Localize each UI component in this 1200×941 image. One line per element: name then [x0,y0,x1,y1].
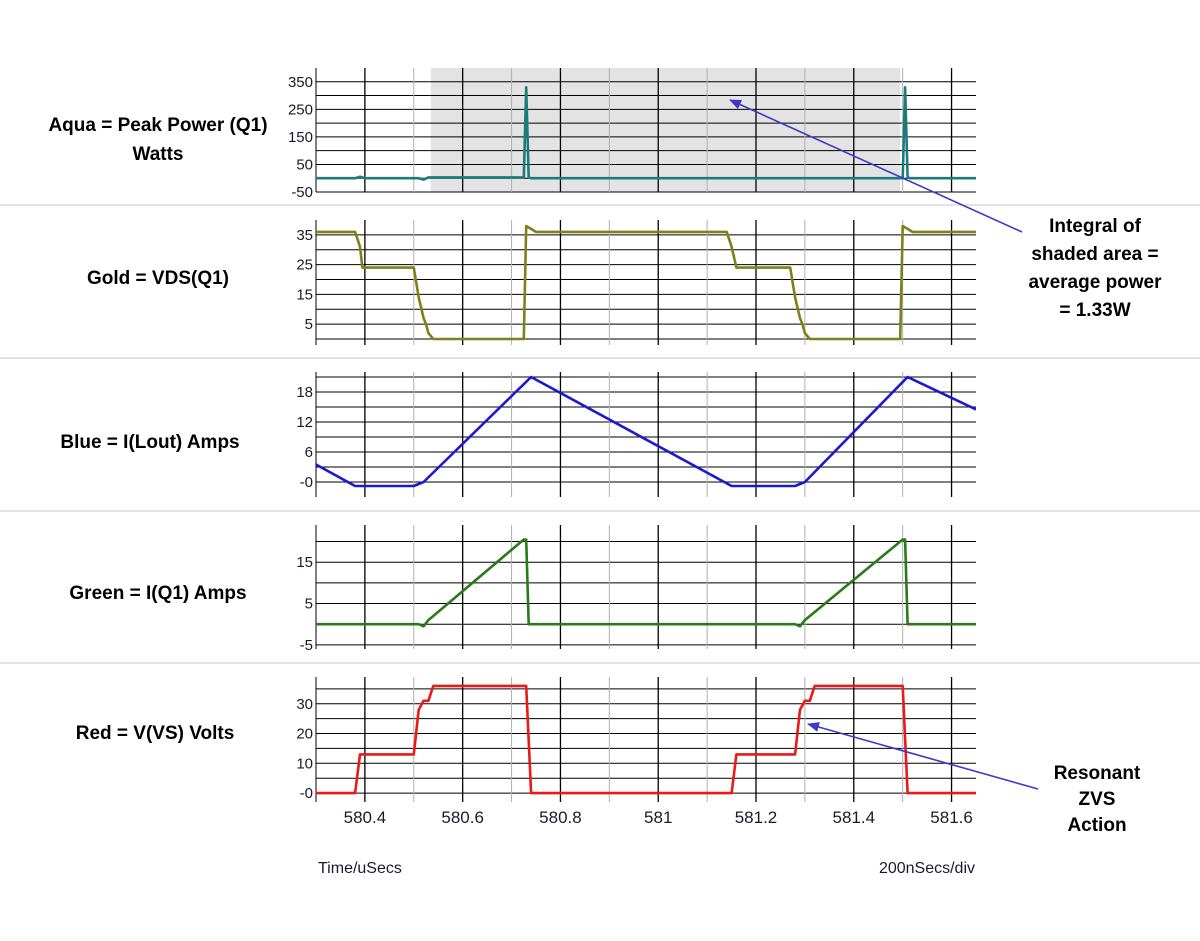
x-tick-label: 580.8 [539,808,582,827]
y-tick-label: 250 [288,101,313,118]
series-line-panel-5 [316,684,976,795]
panel-1: 350 250 150 50 -50 Aqua = Peak Power (Q1) Watt… [48,68,976,201]
y-tick-label: 150 [288,129,313,146]
series-line-panel-2 [316,224,976,341]
annotation-arrow [729,99,1023,233]
y-tick-label: 5 [305,316,313,333]
timebase-label: 200nSecs/div [879,860,975,877]
panel-5: 30 20 10 -0 Red = V(VS) Volts [76,677,976,802]
panel-label: Watts [132,144,183,165]
series-line-panel-4 [316,538,976,628]
y-tick-label: -0 [300,474,313,491]
y-tick-label: 20 [296,726,313,743]
y-tick-label: 30 [296,696,313,713]
annotation-text: average power [1028,272,1162,293]
panel-2: 35 25 15 5 Gold = VDS(Q1) [87,220,976,345]
panel-label: Aqua = Peak Power (Q1) [48,115,267,136]
y-tick-label: 10 [296,755,313,772]
y-tick-label: 15 [296,286,313,303]
series-line-panel-1 [316,86,976,181]
x-tick-label: 581.2 [735,808,778,827]
annotation-text: Resonant [1054,763,1141,784]
y-tick-label: 350 [288,74,313,91]
series-line-panel-3 [316,375,976,488]
y-tick-label: 50 [296,156,313,173]
y-tick-label: 18 [296,384,313,401]
x-tick-label: 580.6 [441,808,484,827]
annotation-arrow [807,722,1039,790]
y-tick-label: 25 [296,257,313,274]
panel-label: Gold = VDS(Q1) [87,268,229,289]
annotation-text: shaded area = [1031,244,1158,265]
y-tick-label: 5 [305,596,313,613]
annotation-text: ZVS [1079,789,1116,810]
panel-3: 18 12 6 -0 Blue = I(Lout) Amps [60,372,976,497]
x-tick-label: 581.4 [833,808,876,827]
panel-label: Green = I(Q1) Amps [69,583,246,604]
panel-label: Blue = I(Lout) Amps [60,432,239,453]
y-tick-label: 35 [296,227,313,244]
y-tick-label: 6 [305,444,313,461]
shaded-area [430,68,901,192]
panel-4: 15 5 -5 Green = I(Q1) Amps [69,525,976,654]
x-tick-label: 581.6 [930,808,973,827]
panel-label: Red = V(VS) Volts [76,723,235,744]
y-tick-label: 15 [296,554,313,571]
x-tick-label: 580.4 [344,808,387,827]
annotation-1: Integral of shaded area = average power = 1… [729,99,1162,321]
annotation-text: Action [1067,815,1126,836]
y-tick-label: 12 [296,414,313,431]
x-tick-label: 581 [644,808,672,827]
annotation-2: Resonant ZVS Action [807,722,1141,836]
y-tick-label: -50 [291,184,313,201]
annotation-text: Integral of [1049,216,1142,237]
y-tick-label: -5 [300,637,313,654]
annotation-text: = 1.33W [1059,300,1130,321]
x-axis-label: Time/uSecs [318,860,402,877]
y-tick-label: -0 [300,785,313,802]
